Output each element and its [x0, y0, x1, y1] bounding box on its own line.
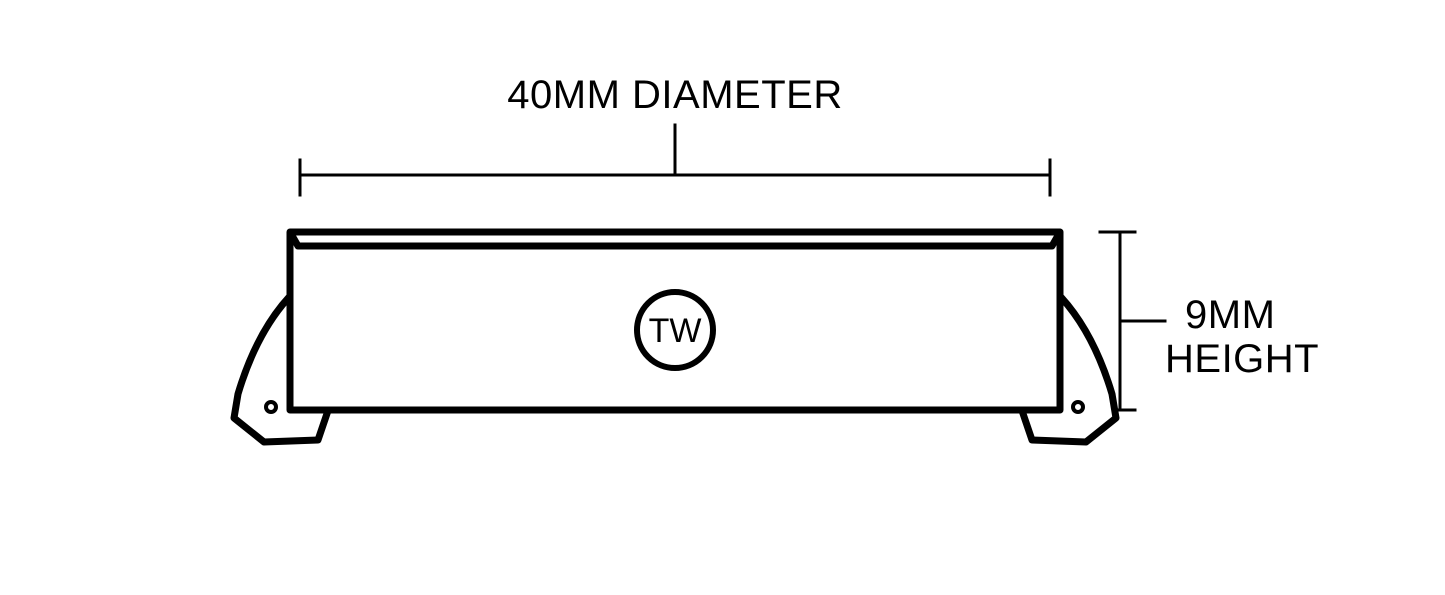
height-label-line2: HEIGHT: [1165, 337, 1319, 381]
logo-text: TW: [649, 312, 702, 350]
diameter-label: 40MM DIAMETER: [507, 73, 842, 117]
diameter-value: 40MM DIAMETER: [507, 73, 842, 117]
watch-dimension-diagram: 40MM DIAMETER 9MM HEIGHT TW: [0, 0, 1445, 595]
diameter-dimension: [300, 125, 1050, 195]
height-label-line1: 9MM: [1185, 293, 1275, 337]
logo-badge: TW: [637, 292, 713, 368]
